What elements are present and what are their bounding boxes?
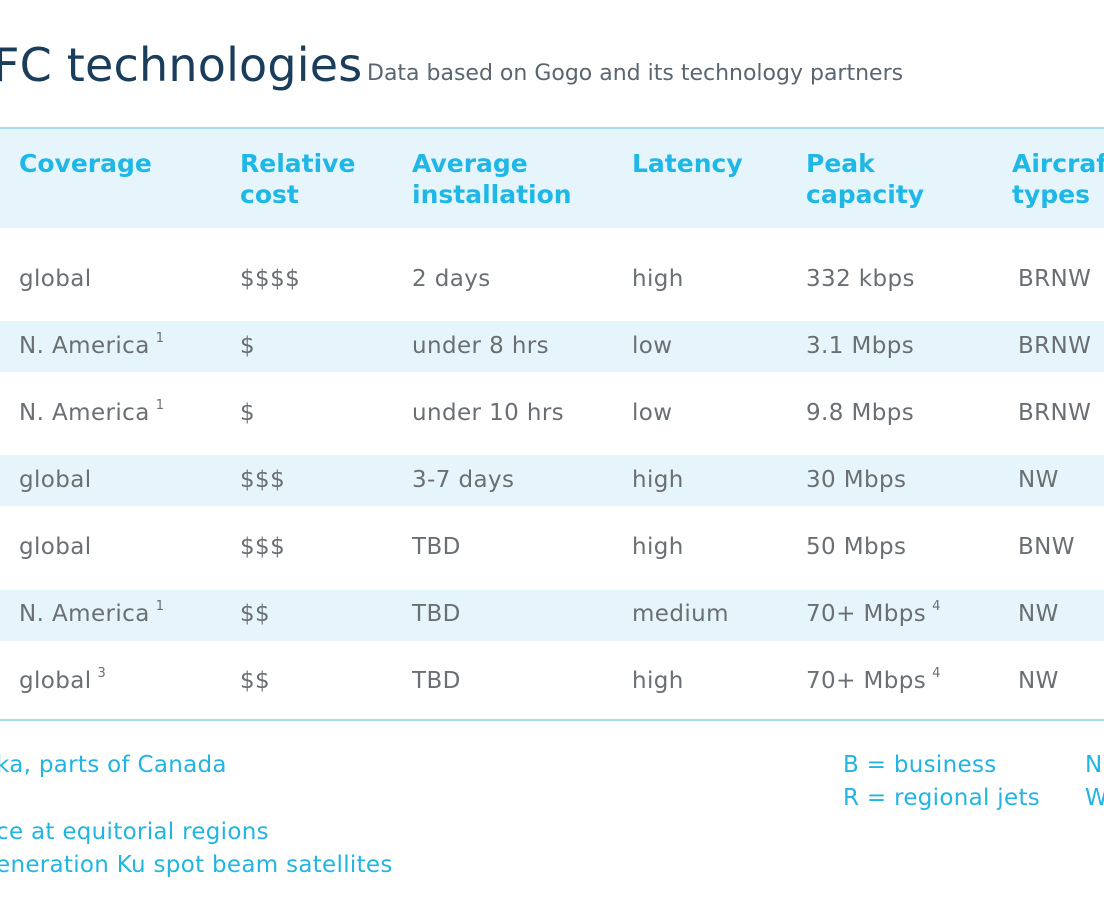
footnote-marker: 1: [155, 599, 164, 614]
cell-average-installation: under 8 hrs: [412, 333, 550, 359]
footnote-marker: 4: [932, 599, 941, 614]
table-row: N. America 1 $$ TBD medium 70+ Mbps 4 NW: [0, 590, 1104, 641]
cell-coverage: global: [19, 266, 92, 292]
cell-average-installation: TBD: [412, 534, 461, 560]
column-header-relative-cost: Relative cost: [240, 149, 356, 209]
cell-average-installation: TBD: [412, 668, 461, 694]
cell-latency: high: [632, 668, 684, 694]
footnote-3: ce at equitorial regions: [0, 819, 269, 845]
cell-aircraft-types: BRNW: [1018, 266, 1092, 292]
legend-business: B = business: [843, 752, 997, 778]
cell-coverage: N. America 1: [19, 599, 164, 627]
cell-relative-cost: $$: [240, 668, 271, 694]
footnote-marker: 4: [932, 666, 941, 681]
footnote-1: ka, parts of Canada: [0, 752, 227, 778]
column-header-average-installation: Average installation: [412, 149, 572, 209]
cell-relative-cost: $$$$: [240, 266, 301, 292]
cell-latency: high: [632, 467, 684, 493]
table-row: global 3 $$ TBD high 70+ Mbps 4 NW: [0, 657, 1104, 708]
footnote-marker: 3: [97, 666, 106, 681]
legend-n: N: [1085, 752, 1103, 778]
cell-relative-cost: $$: [240, 601, 271, 627]
page-title: FC technologies: [0, 38, 363, 92]
table-row: global $$$$ 2 days high 332 kbps BRNW: [0, 252, 1104, 308]
legend-regional-jets: R = regional jets: [843, 785, 1041, 811]
cell-peak-capacity: 70+ Mbps 4: [806, 599, 941, 627]
cell-relative-cost: $: [240, 400, 256, 426]
cell-coverage: global: [19, 534, 92, 560]
table-row: N. America 1 $ under 10 hrs low 9.8 Mbps …: [0, 388, 1104, 439]
cell-aircraft-types: BRNW: [1018, 400, 1092, 426]
cell-average-installation: 3-7 days: [412, 467, 515, 493]
cell-coverage: global 3: [19, 666, 106, 694]
cell-latency: medium: [632, 601, 729, 627]
cell-latency: low: [632, 400, 673, 426]
table-header-band: [0, 129, 1104, 228]
cell-peak-capacity: 30 Mbps: [806, 467, 907, 493]
cell-coverage: N. America 1: [19, 398, 164, 426]
cell-peak-capacity: 332 kbps: [806, 266, 915, 292]
table-row: N. America 1 $ under 8 hrs low 3.1 Mbps B…: [0, 321, 1104, 372]
cell-peak-capacity: 50 Mbps: [806, 534, 907, 560]
cell-latency: high: [632, 266, 684, 292]
cell-coverage: N. America 1: [19, 331, 164, 359]
cell-aircraft-types: BRNW: [1018, 333, 1092, 359]
table-bottom-rule: [0, 719, 1104, 721]
cell-latency: low: [632, 333, 673, 359]
legend-w: W: [1085, 785, 1104, 811]
page-subtitle: Data based on Gogo and its technology pa…: [367, 61, 904, 86]
table-row: global $$$ 3-7 days high 30 Mbps NW: [0, 455, 1104, 506]
cell-average-installation: under 10 hrs: [412, 400, 565, 426]
cell-aircraft-types: NW: [1018, 668, 1059, 694]
cell-latency: high: [632, 534, 684, 560]
cell-average-installation: 2 days: [412, 266, 491, 292]
table-top-rule: [0, 127, 1104, 129]
column-header-latency: Latency: [632, 149, 743, 178]
column-header-peak-capacity: Peak capacity: [806, 149, 925, 209]
column-header-coverage: Coverage: [19, 149, 152, 178]
footnote-marker: 1: [155, 331, 164, 346]
cell-aircraft-types: BNW: [1018, 534, 1075, 560]
cell-peak-capacity: 3.1 Mbps: [806, 333, 915, 359]
cell-aircraft-types: NW: [1018, 467, 1059, 493]
cell-aircraft-types: NW: [1018, 601, 1059, 627]
cell-relative-cost: $: [240, 333, 256, 359]
cell-coverage: global: [19, 467, 92, 493]
footnote-marker: 1: [155, 398, 164, 413]
cell-peak-capacity: 9.8 Mbps: [806, 400, 915, 426]
cell-relative-cost: $$$: [240, 467, 286, 493]
cell-average-installation: TBD: [412, 601, 461, 627]
footnote-4: eneration Ku spot beam satellites: [0, 852, 393, 878]
cell-peak-capacity: 70+ Mbps 4: [806, 666, 941, 694]
cell-relative-cost: $$$: [240, 534, 286, 560]
table-row: global $$$ TBD high 50 Mbps BNW: [0, 522, 1104, 573]
